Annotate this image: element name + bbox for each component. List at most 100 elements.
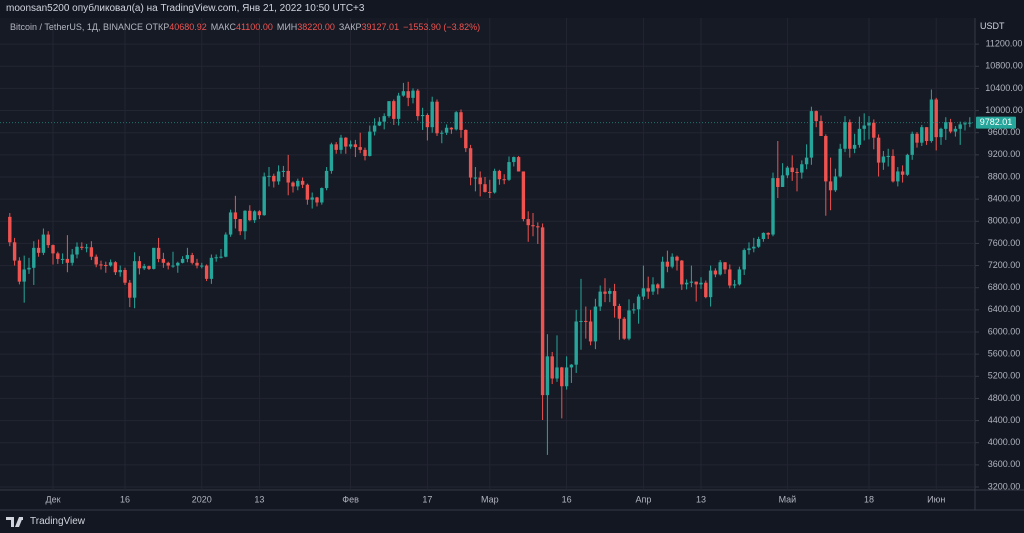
candle-body: [670, 256, 674, 267]
candle-body: [900, 171, 905, 175]
candle-body: [473, 177, 478, 179]
candle-body: [80, 246, 84, 248]
open-label: ОТКР: [145, 22, 170, 32]
candle-body: [948, 122, 953, 132]
candle-body: [166, 262, 170, 266]
candle-body: [459, 112, 463, 130]
low-label: МИН: [276, 22, 298, 32]
candle-body: [780, 175, 785, 187]
candle-body: [915, 133, 919, 143]
candle-body: [680, 260, 684, 285]
y-tick-label: 10000.00: [985, 105, 1023, 115]
candle-body: [444, 127, 449, 133]
currency[interactable]: USDT: [980, 21, 1005, 31]
candle-body: [243, 210, 247, 232]
x-tick-label: Дек: [45, 494, 60, 504]
candle-body: [372, 125, 377, 132]
candle-body: [353, 144, 358, 148]
candle-body: [531, 225, 535, 227]
candle-body: [152, 247, 156, 269]
y-tick-label: 9200.00: [988, 149, 1021, 159]
candle-body: [104, 265, 108, 267]
candle-body: [17, 260, 22, 282]
candle-body: [641, 288, 646, 297]
candle-body: [574, 321, 578, 365]
candle-body: [248, 210, 252, 221]
candle-body: [713, 270, 718, 275]
candle-body: [344, 137, 348, 147]
candle-body: [886, 155, 890, 157]
candle-body: [137, 261, 142, 269]
candle-body: [286, 170, 290, 183]
x-tick-label: 16: [120, 494, 130, 504]
candle-body: [377, 121, 382, 126]
candle-body: [944, 122, 948, 129]
x-tick-label: 16: [562, 494, 572, 504]
candle-body: [190, 255, 194, 263]
candle-body: [560, 367, 564, 387]
symbol: Bitcoin / TetherUS, 1Д, BINANCE: [10, 22, 143, 32]
candle-body: [32, 247, 36, 268]
candle-body: [776, 178, 780, 187]
candle-body: [219, 256, 223, 258]
y-tick-label: 6400.00: [988, 304, 1021, 314]
close-label: ЗАКР: [338, 22, 362, 32]
candle-body: [627, 310, 631, 339]
candle-body: [430, 101, 434, 128]
brand: TradingView: [30, 516, 86, 527]
candle-body: [435, 101, 439, 134]
candle-body: [195, 262, 199, 266]
y-tick-label: 5600.00: [988, 349, 1021, 359]
candle-body: [603, 291, 607, 294]
candle-body: [555, 367, 559, 379]
candle-body: [699, 282, 703, 285]
candle-body: [876, 137, 881, 163]
y-tick-label: 7200.00: [988, 260, 1021, 270]
candle-body: [867, 122, 871, 126]
footer: TradingView: [6, 516, 85, 527]
candle-body: [214, 257, 218, 259]
candle-body: [502, 179, 506, 181]
candle-body: [488, 191, 492, 193]
candle-body: [224, 234, 228, 257]
candle-body: [147, 266, 151, 269]
candle-body: [56, 253, 60, 259]
candle-body: [896, 171, 900, 182]
y-tick-label: 8000.00: [988, 216, 1021, 226]
x-tick-label: Апр: [635, 494, 651, 504]
x-tick-label: 18: [864, 494, 874, 504]
y-tick-label: 5200.00: [988, 371, 1021, 381]
candle-body: [41, 234, 46, 253]
candle-body: [401, 91, 406, 96]
candle-body: [512, 157, 516, 163]
candle-body: [320, 188, 324, 203]
candle-body: [785, 167, 790, 176]
candle-body: [526, 219, 530, 226]
candle-body: [660, 261, 665, 289]
y-tick-label: 10800.00: [985, 61, 1023, 71]
candle-body: [728, 269, 732, 286]
candle-body: [22, 269, 26, 282]
x-tick-label: Мар: [481, 494, 499, 504]
candle-body: [814, 111, 818, 122]
candle-body: [536, 226, 540, 228]
candle-body: [924, 127, 929, 142]
candle-body: [176, 262, 180, 266]
plot-bg: [0, 18, 975, 490]
candle-body: [708, 270, 713, 298]
candle-body: [761, 232, 766, 239]
candle-body: [929, 99, 934, 142]
candle-body: [228, 212, 233, 235]
y-tick-label: 4800.00: [988, 393, 1021, 403]
candle-body: [920, 127, 924, 143]
candle-body: [824, 136, 828, 182]
x-tick-label: 13: [254, 494, 264, 504]
logo: [6, 516, 23, 527]
candle-body: [272, 175, 276, 182]
candle-body: [454, 112, 458, 130]
candle-body: [99, 264, 103, 266]
y-tick-label: 8400.00: [988, 194, 1021, 204]
candle-body: [416, 90, 420, 117]
